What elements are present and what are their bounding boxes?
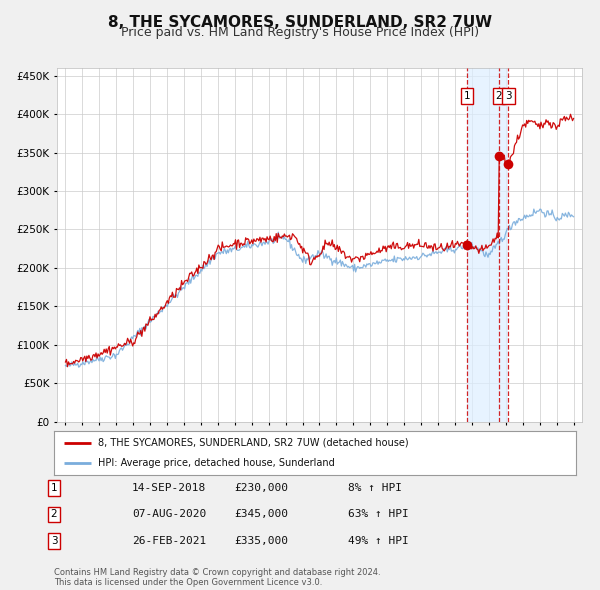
Text: HPI: Average price, detached house, Sunderland: HPI: Average price, detached house, Sund… bbox=[98, 458, 335, 468]
Text: 8, THE SYCAMORES, SUNDERLAND, SR2 7UW (detached house): 8, THE SYCAMORES, SUNDERLAND, SR2 7UW (d… bbox=[98, 438, 409, 448]
Text: Price paid vs. HM Land Registry's House Price Index (HPI): Price paid vs. HM Land Registry's House … bbox=[121, 26, 479, 39]
Text: 26-FEB-2021: 26-FEB-2021 bbox=[132, 536, 206, 546]
Text: 63% ↑ HPI: 63% ↑ HPI bbox=[348, 510, 409, 519]
Text: £335,000: £335,000 bbox=[234, 536, 288, 546]
Text: 3: 3 bbox=[50, 536, 58, 546]
Text: Contains HM Land Registry data © Crown copyright and database right 2024.
This d: Contains HM Land Registry data © Crown c… bbox=[54, 568, 380, 587]
Text: 2: 2 bbox=[50, 510, 58, 519]
Text: 2: 2 bbox=[496, 91, 502, 101]
Text: 1: 1 bbox=[464, 91, 470, 101]
Text: 8% ↑ HPI: 8% ↑ HPI bbox=[348, 483, 402, 493]
Text: 07-AUG-2020: 07-AUG-2020 bbox=[132, 510, 206, 519]
Text: £345,000: £345,000 bbox=[234, 510, 288, 519]
Text: 1: 1 bbox=[50, 483, 58, 493]
Text: 3: 3 bbox=[505, 91, 512, 101]
Text: 8, THE SYCAMORES, SUNDERLAND, SR2 7UW: 8, THE SYCAMORES, SUNDERLAND, SR2 7UW bbox=[108, 15, 492, 30]
Text: 49% ↑ HPI: 49% ↑ HPI bbox=[348, 536, 409, 546]
Text: £230,000: £230,000 bbox=[234, 483, 288, 493]
Bar bbox=[467, 68, 508, 422]
Text: 14-SEP-2018: 14-SEP-2018 bbox=[132, 483, 206, 493]
